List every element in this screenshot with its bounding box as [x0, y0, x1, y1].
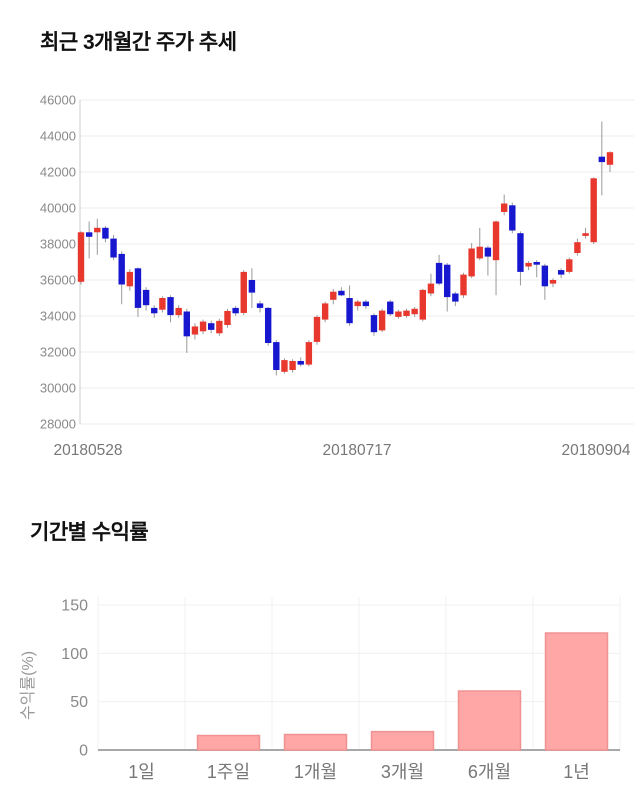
category-label: 1개월 [294, 762, 337, 782]
candle-up [411, 308, 418, 315]
candle-up [590, 178, 597, 243]
price-candlestick-chart: 46000 44000 42000 40000 38000 36000 34000 32000… [40, 93, 634, 459]
bar [196, 734, 261, 751]
candle-down [297, 361, 304, 365]
candle-up [378, 310, 386, 331]
category-label: 1주일 [207, 762, 250, 782]
y-tick-label: 46000 [40, 93, 76, 108]
candle-up [224, 310, 231, 325]
candle-up [289, 361, 296, 370]
y-tick-label: 28000 [40, 417, 76, 432]
y-tick-label: 44000 [40, 129, 76, 144]
candle-down [598, 156, 606, 163]
candle-down [118, 253, 125, 285]
candle-up [94, 227, 101, 233]
bar [370, 730, 435, 751]
candle-up [468, 248, 475, 277]
y-axis-title: 수익률(%) [19, 651, 37, 720]
candle-down [370, 315, 378, 333]
candle-up [191, 326, 199, 335]
candle-up [606, 152, 614, 165]
y-tick-label: 150 [61, 598, 88, 615]
candle-up [500, 203, 508, 212]
candle-up [330, 291, 337, 300]
y-tick-label: 38000 [40, 237, 76, 252]
candle-up [427, 283, 435, 294]
y-tick-label: 34000 [40, 309, 76, 324]
candle-down [541, 265, 549, 287]
candle-up [354, 301, 361, 307]
price-chart-title: 최근 3개월간 주가 추세 [40, 31, 237, 54]
returns-chart-title: 기간별 수익률 [30, 521, 149, 544]
candle-down [248, 280, 256, 293]
candle-up [403, 310, 410, 316]
candle-down [517, 233, 524, 272]
candle-up [199, 321, 207, 332]
candle-up [566, 259, 573, 272]
category-label: 1년 [563, 762, 590, 782]
candle-up [395, 311, 402, 317]
candle-down [102, 227, 109, 239]
candle-down [85, 232, 93, 237]
candle-down [232, 307, 239, 314]
candle-down [273, 342, 280, 370]
candle-down [151, 307, 158, 314]
candle-down [110, 238, 117, 258]
candle-down [509, 205, 516, 231]
candle-down [256, 303, 264, 308]
candle-down [142, 289, 150, 306]
candle-down [452, 293, 459, 302]
candle-up [281, 360, 288, 372]
y-tick-label: 36000 [40, 273, 76, 288]
category-label: 1일 [128, 762, 155, 782]
candle-down [362, 301, 370, 307]
y-tick-label: 40000 [40, 201, 76, 216]
x-tick-label: 20180904 [562, 442, 631, 459]
candle-up [240, 271, 247, 313]
candle-up [321, 303, 329, 320]
candle-up [305, 342, 313, 365]
candle-down [533, 262, 540, 265]
candle-down [484, 247, 492, 257]
candle-down [264, 307, 272, 343]
candle-up [419, 289, 426, 320]
candle-up [460, 274, 467, 296]
candle-up [77, 232, 85, 282]
candle-down [557, 270, 565, 275]
candle-up [126, 271, 134, 287]
candle-down [183, 311, 190, 337]
candle-down [387, 301, 394, 315]
candle-up [582, 233, 589, 236]
candle-down [208, 323, 215, 330]
candle-down [167, 297, 174, 316]
y-tick-label: 42000 [40, 165, 76, 180]
candle-down [444, 264, 451, 298]
x-tick-label: 20180717 [323, 442, 392, 459]
category-label: 6개월 [468, 762, 511, 782]
candle-up [216, 320, 223, 334]
candle-up [525, 262, 532, 267]
y-tick-label: 32000 [40, 345, 76, 360]
bar [283, 733, 348, 751]
candle-up [476, 246, 483, 259]
candle-down [346, 298, 353, 324]
candle-up [574, 242, 581, 253]
candle-down [134, 268, 142, 308]
candle-down [338, 290, 345, 296]
candle-up [313, 316, 321, 342]
category-label: 3개월 [381, 762, 424, 782]
bar [457, 690, 522, 751]
y-tick-label: 100 [61, 646, 88, 663]
bar [544, 632, 609, 751]
y-tick-label: 0 [79, 743, 88, 760]
y-tick-label: 50 [70, 694, 88, 711]
candle-up [492, 221, 500, 261]
candle-down [435, 262, 443, 284]
y-tick-label: 30000 [40, 381, 76, 396]
candle-up [159, 298, 166, 310]
candle-up [175, 307, 182, 316]
x-tick-label: 20180528 [54, 442, 123, 459]
candle-up [549, 280, 557, 284]
returns-bar-chart: 0 50 100 150 1일 1주일 1개월 3개월 6개월 1년 수익률(%) [19, 597, 621, 782]
